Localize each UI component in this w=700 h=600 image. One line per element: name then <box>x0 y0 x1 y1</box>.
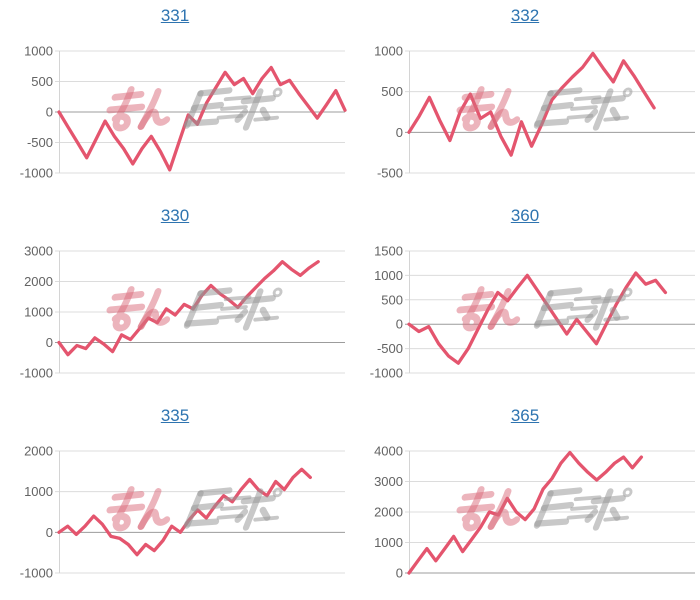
y-tick-label: -1000 <box>370 366 403 381</box>
y-tick-label: -500 <box>27 135 53 150</box>
chart-title-link-360[interactable]: 360 <box>510 206 540 225</box>
y-tick-label: 0 <box>46 335 53 350</box>
y-axis-tick-labels: 1000 500 0 -500 -1000 <box>20 44 53 181</box>
y-tick-label: 3000 <box>374 474 403 489</box>
chart-cell-332: 332 1000 500 0 -500 <box>350 0 700 200</box>
y-tick-label: 500 <box>381 84 403 99</box>
chart-title-row: 335 <box>0 406 350 426</box>
chart-title-row: 331 <box>0 6 350 26</box>
y-tick-label: 4000 <box>374 444 403 459</box>
chart-title-row: 365 <box>350 406 700 426</box>
chart-title-link-332[interactable]: 332 <box>510 6 540 25</box>
y-tick-label: 1000 <box>374 44 403 59</box>
y-tick-label: 1000 <box>374 268 403 283</box>
gridlines <box>405 450 695 574</box>
chart-title-link-335[interactable]: 335 <box>160 406 190 425</box>
chart-title-link-365[interactable]: 365 <box>510 406 540 425</box>
y-tick-label: 1500 <box>374 244 403 259</box>
y-tick-label: 1000 <box>24 44 53 59</box>
chart-cell-335: 335 2000 1000 0 -1000 <box>0 400 350 600</box>
chart-cell-330: 330 3000 2000 1000 0 -1000 <box>0 200 350 400</box>
y-tick-label: 0 <box>396 317 403 332</box>
data-series-line <box>57 65 347 172</box>
y-axis-tick-labels: 3000 2000 1000 0 -1000 <box>20 244 53 381</box>
y-axis-tick-labels: 1000 500 0 -500 <box>374 44 403 181</box>
gridlines <box>55 250 345 374</box>
data-series-line <box>57 467 312 557</box>
y-tick-label: 1000 <box>374 535 403 550</box>
y-tick-label: 0 <box>46 105 53 120</box>
chart-title-row: 330 <box>0 206 350 226</box>
y-tick-label: 1000 <box>24 305 53 320</box>
y-axis-tick-labels: 1500 1000 500 0 -500 -1000 <box>370 244 403 381</box>
y-tick-label: -1000 <box>20 366 53 381</box>
chart-title-row: 360 <box>350 206 700 226</box>
gridlines <box>405 50 695 174</box>
line-chart-332: 1000 500 0 -500 <box>374 44 695 181</box>
chart-cell-331: 331 1000 500 0 -500 -1000 <box>0 0 350 200</box>
chart-title-link-331[interactable]: 331 <box>160 6 190 25</box>
y-tick-label: -500 <box>377 166 403 181</box>
chart-cell-365: 365 4000 3000 2000 1000 0 <box>350 400 700 600</box>
chart-title-row: 332 <box>350 6 700 26</box>
data-series-line <box>407 271 668 365</box>
y-tick-label: 0 <box>396 566 403 581</box>
y-tick-label: -1000 <box>20 566 53 581</box>
y-tick-label: 500 <box>31 74 53 89</box>
y-tick-label: -500 <box>377 341 403 356</box>
y-tick-label: -1000 <box>20 166 53 181</box>
y-tick-label: 3000 <box>24 244 53 259</box>
y-axis-tick-labels: 2000 1000 0 -1000 <box>20 444 53 581</box>
line-chart-365: 4000 3000 2000 1000 0 <box>374 444 695 581</box>
gridlines <box>55 50 345 174</box>
line-chart-335: 2000 1000 0 -1000 <box>20 444 345 581</box>
chart-title-link-330[interactable]: 330 <box>160 206 190 225</box>
y-tick-label: 1000 <box>24 484 53 499</box>
data-series-line <box>407 450 644 575</box>
data-series-line <box>57 260 320 357</box>
y-tick-label: 2000 <box>24 444 53 459</box>
chart-cell-360: 360 1500 1000 500 0 -500 -1000 <box>350 200 700 400</box>
y-axis-tick-labels: 4000 3000 2000 1000 0 <box>374 444 403 581</box>
y-tick-label: 0 <box>396 125 403 140</box>
y-tick-label: 2000 <box>374 505 403 520</box>
y-tick-label: 0 <box>46 525 53 540</box>
y-tick-label: 2000 <box>24 274 53 289</box>
y-tick-label: 500 <box>381 292 403 307</box>
line-chart-360: 1500 1000 500 0 -500 -1000 <box>370 244 695 381</box>
line-chart-331: 1000 500 0 -500 -1000 <box>20 44 347 181</box>
line-chart-330: 3000 2000 1000 0 -1000 <box>20 244 345 381</box>
data-series-line <box>407 51 656 157</box>
